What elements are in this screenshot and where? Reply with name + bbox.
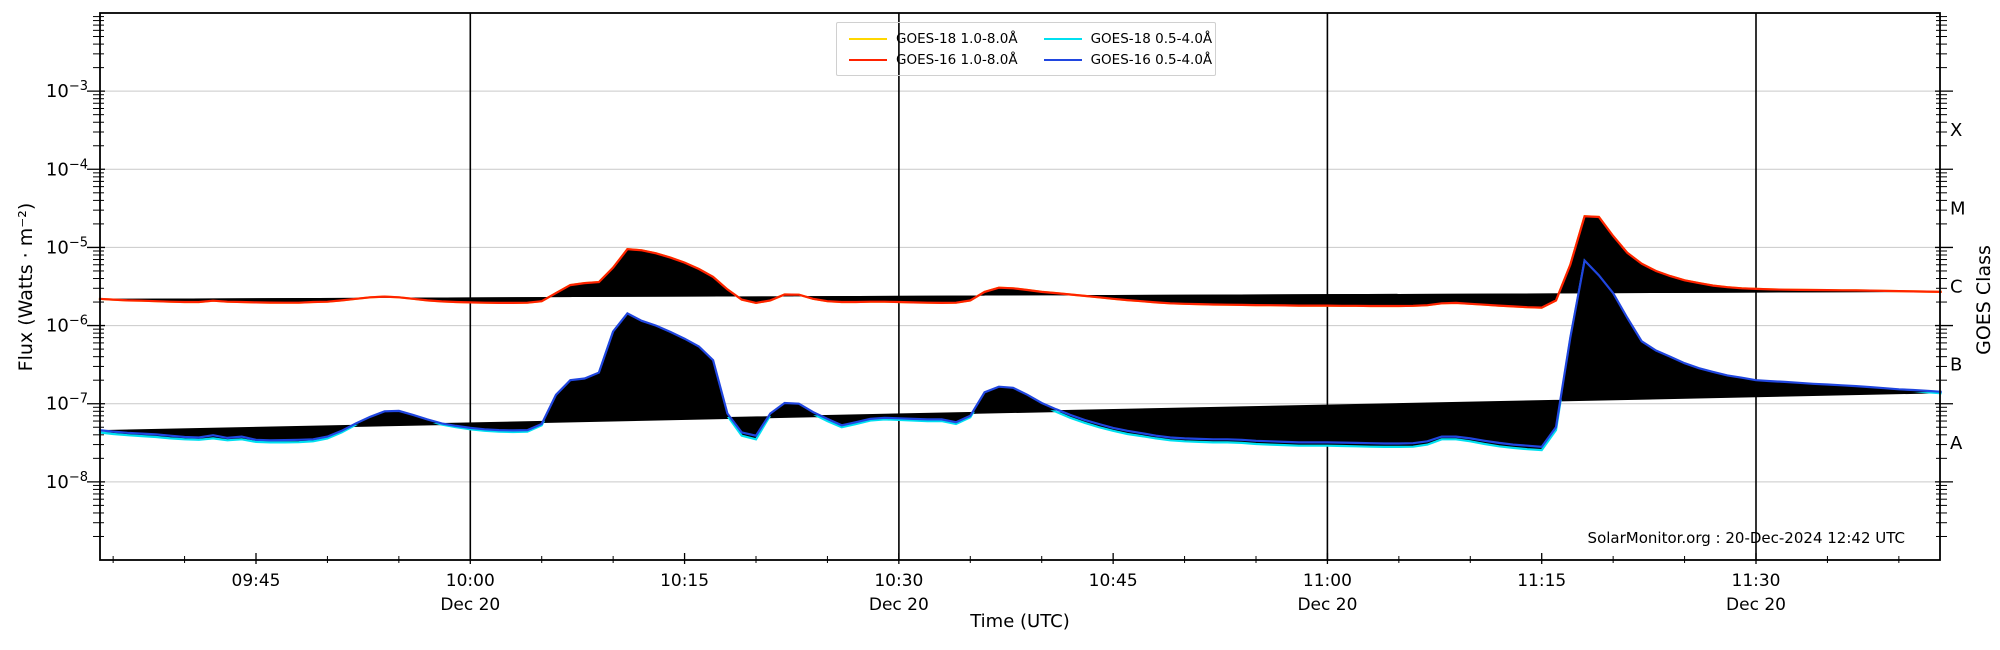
- svg-text:Dec 20: Dec 20: [869, 595, 929, 615]
- svg-text:10:15: 10:15: [660, 571, 709, 591]
- solarmonitor-annotation: SolarMonitor.org : 20-Dec-2024 12:42 UTC: [1587, 529, 1905, 547]
- svg-text:10:45: 10:45: [1089, 571, 1138, 591]
- x-axis-label-time: Time (UTC): [970, 611, 1070, 632]
- legend-line-swatch: [849, 37, 887, 40]
- svg-text:11:15: 11:15: [1517, 571, 1566, 591]
- legend: GOES-18 1.0-8.0Å GOES-16 1.0-8.0Å GOES-18 …: [836, 22, 1216, 76]
- y-axis-label-goes-class: GOES Class: [1973, 245, 1995, 355]
- svg-text:C: C: [1950, 277, 1963, 298]
- svg-text:10−3: 10−3: [46, 79, 88, 102]
- legend-item: GOES-16 1.0-8.0Å: [849, 49, 1018, 70]
- legend-label: GOES-18 1.0-8.0Å: [896, 30, 1018, 47]
- legend-item: GOES-18 0.5-4.0Å: [1043, 28, 1213, 49]
- svg-text:B: B: [1950, 355, 1962, 376]
- svg-text:Dec 20: Dec 20: [1297, 595, 1357, 615]
- svg-text:10−4: 10−4: [46, 157, 88, 180]
- svg-text:09:45: 09:45: [232, 571, 281, 591]
- svg-text:Dec 20: Dec 20: [440, 595, 500, 615]
- svg-text:A: A: [1950, 433, 1963, 454]
- legend-line-swatch: [1043, 58, 1082, 61]
- svg-text:10−7: 10−7: [46, 392, 88, 415]
- legend-label: GOES-18 0.5-4.0Å: [1090, 30, 1213, 47]
- svg-text:11:30: 11:30: [1732, 571, 1781, 591]
- svg-text:10−6: 10−6: [46, 314, 88, 337]
- legend-item: GOES-16 0.5-4.0Å: [1043, 49, 1213, 70]
- y-axis-label-flux: Flux (Watts · m⁻²): [15, 202, 37, 372]
- svg-text:10:30: 10:30: [874, 571, 923, 591]
- legend-line-swatch: [1043, 37, 1082, 40]
- svg-text:10−8: 10−8: [46, 470, 88, 493]
- svg-text:10−5: 10−5: [46, 235, 88, 258]
- svg-text:11:00: 11:00: [1303, 571, 1352, 591]
- legend-line-swatch: [849, 58, 887, 61]
- svg-text:X: X: [1950, 120, 1962, 141]
- legend-item: GOES-18 1.0-8.0Å: [849, 28, 1018, 49]
- legend-label: GOES-16 1.0-8.0Å: [896, 51, 1018, 68]
- svg-text:M: M: [1950, 198, 1966, 219]
- legend-label: GOES-16 0.5-4.0Å: [1090, 51, 1213, 68]
- svg-text:Dec 20: Dec 20: [1726, 595, 1786, 615]
- svg-text:10:00: 10:00: [446, 571, 495, 591]
